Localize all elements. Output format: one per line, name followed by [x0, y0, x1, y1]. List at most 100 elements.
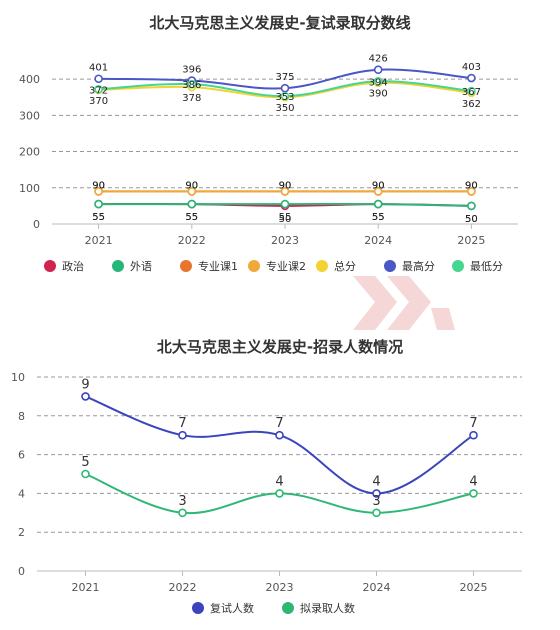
legend-label: 外语 [130, 260, 152, 273]
data-point-foreign_language [467, 201, 476, 211]
x-tick-label: 2024 [363, 581, 391, 594]
legend-label: 最高分 [402, 259, 435, 273]
data-label: 90 [92, 180, 105, 191]
data-label: 426 [369, 54, 388, 65]
chart-title: 北大马克思主义发展史-招录人数情况 [157, 338, 403, 356]
data-point-max [467, 73, 476, 83]
data-point-min [94, 84, 103, 94]
data-label: 90 [185, 180, 198, 191]
data-label: 370 [89, 96, 108, 107]
data-point-max [280, 83, 290, 93]
data-label: 90 [185, 180, 198, 191]
data-point-min [280, 91, 290, 101]
legend-marker-politics [44, 260, 56, 272]
data-point-min [467, 86, 476, 96]
data-label: 372 [89, 85, 108, 96]
data-label: 375 [275, 72, 294, 83]
data-label: 55 [185, 212, 198, 223]
data-label: 362 [462, 99, 481, 110]
data-point-admit_invite [469, 430, 478, 440]
data-point-admit_invite [81, 392, 90, 401]
data-label: 7 [469, 416, 477, 431]
data-label: 3 [372, 494, 380, 509]
data-label: 55 [185, 212, 198, 223]
legend-label: 复试人数 [210, 601, 254, 615]
x-tick-label: 2021 [72, 581, 100, 594]
data-label: 367 [462, 87, 481, 98]
legend-label: 专业课2 [266, 259, 306, 273]
data-point-foreign_language [187, 199, 197, 209]
score-line-chart: 北大马克思主义发展史-复试录取分数线 0 100 200 300 400 2021 2022 2… [19, 14, 518, 273]
data-label: 50 [465, 214, 478, 225]
x-tick-label: 2024 [364, 234, 392, 247]
data-point-admit_accept [81, 469, 90, 479]
data-label: 401 [89, 63, 108, 74]
legend-label: 总分 [334, 259, 356, 273]
y-tick-label: 0 [18, 565, 25, 578]
admission-line-chart: 北大马克思主义发展史-招录人数情况 0 2 4 6 8 10 2021 2022 2023 2024… [11, 338, 522, 615]
data-label: 90 [279, 180, 292, 191]
legend-marker-admit_invite [192, 602, 204, 614]
data-point-admit_accept [275, 489, 284, 498]
data-label: 5 [81, 455, 89, 470]
data-label: 3 [178, 494, 186, 509]
data-point-min [187, 79, 197, 89]
y-tick-label: 2 [18, 526, 25, 539]
y-tick-label: 0 [33, 218, 40, 231]
y-tick-label: 8 [18, 410, 25, 423]
data-label: 90 [279, 180, 292, 191]
legend-marker-admit_accept [282, 602, 294, 614]
data-label: 390 [369, 89, 388, 100]
legend-marker-total [316, 260, 328, 272]
data-point-max [373, 65, 383, 74]
x-tick-label: 2023 [271, 234, 299, 247]
data-point-admit_invite [372, 489, 381, 498]
data-label: 403 [462, 62, 481, 73]
chart-title: 北大马克思主义发展史-复试录取分数线 [149, 14, 410, 32]
legend-marker-foreign_language [112, 260, 124, 272]
x-tick-label: 2022 [169, 581, 197, 594]
data-label: 90 [92, 180, 105, 191]
y-tick-label: 6 [18, 449, 25, 462]
legend-marker-major1 [180, 260, 192, 272]
data-point-admit_accept [372, 508, 381, 518]
x-tick-label: 2025 [460, 581, 488, 594]
data-label: 7 [178, 416, 186, 431]
data-point-admit_accept [469, 489, 478, 498]
data-point-major2 [94, 187, 103, 196]
watermark-logo [353, 276, 455, 330]
data-point-major2 [373, 187, 383, 196]
data-label: 353 [275, 92, 294, 103]
x-tick-label: 2023 [266, 581, 294, 594]
legend-marker-min [452, 260, 464, 272]
data-label: 55 [92, 212, 105, 223]
data-point-admit_invite [178, 430, 187, 440]
x-tick-label: 2021 [85, 234, 113, 247]
data-point-foreign_language [280, 199, 290, 209]
data-point-major2 [187, 187, 197, 196]
legend-label: 最低分 [470, 260, 503, 273]
legend-label: 拟录取人数 [300, 601, 355, 615]
data-point-min [373, 76, 383, 86]
data-label: 90 [372, 180, 385, 191]
legend-label: 专业课1 [198, 259, 238, 273]
data-label: 4 [469, 474, 477, 489]
data-point-major2 [467, 187, 476, 196]
legend-marker-major2 [248, 260, 260, 272]
data-label: 4 [275, 474, 283, 489]
data-point-admit_accept [178, 508, 187, 518]
legend-marker-max [384, 260, 396, 272]
data-label: 4 [372, 474, 380, 489]
data-label: 90 [465, 180, 478, 191]
data-point-foreign_language [94, 199, 103, 209]
data-label: 386 [182, 80, 201, 91]
data-label: 55 [279, 212, 292, 223]
y-tick-label: 4 [18, 487, 25, 500]
data-point-admit_invite [275, 430, 284, 440]
data-point-max [94, 74, 103, 84]
x-tick-label: 2025 [457, 234, 485, 247]
y-tick-label: 200 [19, 146, 40, 159]
data-label: 55 [92, 212, 105, 223]
data-label: 90 [465, 180, 478, 191]
